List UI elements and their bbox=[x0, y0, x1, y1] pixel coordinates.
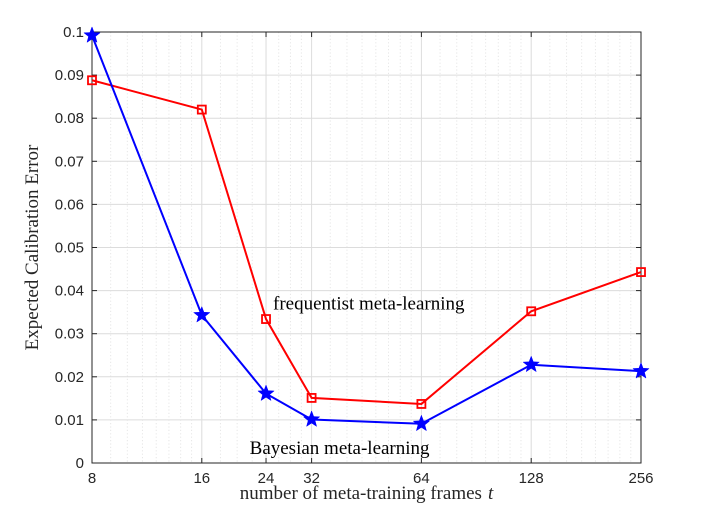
y-tick-label: 0.02 bbox=[55, 369, 84, 386]
annotation-frequentist: frequentist meta-learning bbox=[273, 293, 465, 314]
x-tick-label: 64 bbox=[413, 470, 430, 487]
data-point-square bbox=[306, 393, 317, 403]
series-frequentist bbox=[87, 75, 646, 409]
data-point-star bbox=[193, 305, 211, 323]
x-axis-label-variable: t bbox=[488, 483, 494, 504]
data-point-square bbox=[87, 75, 97, 86]
data-point-square bbox=[416, 399, 427, 409]
annotation-bayesian: Bayesian meta-learning bbox=[250, 438, 430, 459]
x-axis-label: number of meta-training frames t bbox=[240, 483, 494, 504]
y-tick-label: 0.08 bbox=[55, 110, 84, 127]
x-tick-label: 24 bbox=[258, 470, 275, 487]
data-point-star bbox=[632, 361, 650, 379]
series-bayesian bbox=[83, 26, 650, 432]
y-tick-label: 0 bbox=[76, 455, 84, 472]
series-line bbox=[91, 79, 642, 405]
y-tick-label: 0.1 bbox=[63, 24, 84, 41]
x-axis-label-text: number of meta-training frames bbox=[240, 483, 482, 504]
y-tick-label: 0.05 bbox=[55, 240, 84, 257]
y-tick-label: 0.07 bbox=[55, 153, 84, 170]
y-axis-label: Expected Calibration Error bbox=[22, 144, 43, 350]
data-point-square bbox=[636, 267, 646, 277]
axis-ticks: 8 16 24 32 64 128 256 0 0.01 0.02 0.03 0.04 0.05 0.06… bbox=[55, 24, 654, 487]
data-point-square bbox=[261, 314, 271, 324]
minor-grid bbox=[110, 32, 632, 463]
y-tick-label: 0.01 bbox=[55, 412, 84, 429]
x-tick-label: 8 bbox=[88, 470, 96, 487]
data-point-star bbox=[302, 410, 321, 427]
data-point-star bbox=[522, 355, 540, 373]
series-layer bbox=[83, 26, 650, 432]
data-point-square bbox=[196, 104, 207, 115]
x-tick-label: 256 bbox=[628, 470, 653, 487]
y-tick-label: 0.03 bbox=[55, 326, 84, 343]
data-point-star bbox=[257, 384, 275, 402]
x-tick-label: 128 bbox=[519, 470, 544, 487]
data-point-star bbox=[412, 414, 431, 432]
y-tick-label: 0.06 bbox=[55, 196, 84, 213]
annotation-layer: frequentist meta-learning Bayesian meta-l… bbox=[250, 293, 465, 458]
data-point-square bbox=[526, 306, 537, 317]
data-point-star bbox=[83, 26, 101, 43]
x-tick-label: 32 bbox=[303, 470, 320, 487]
y-tick-label: 0.09 bbox=[55, 67, 84, 84]
x-tick-label: 16 bbox=[193, 470, 210, 487]
y-tick-label: 0.04 bbox=[55, 283, 84, 300]
